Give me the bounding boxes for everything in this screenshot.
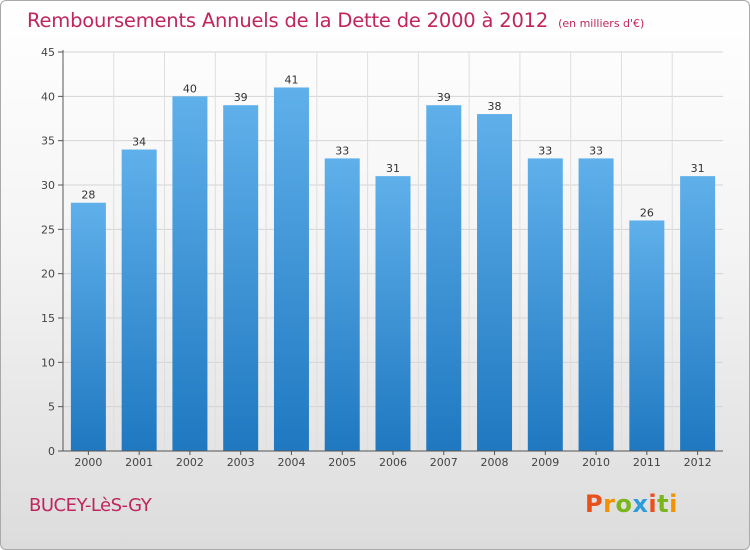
x-tick-label: 2011 — [633, 456, 661, 469]
data-label: 39 — [234, 91, 248, 104]
data-label: 40 — [183, 82, 197, 95]
logo-letter: P — [585, 490, 604, 518]
bar — [273, 87, 309, 451]
chart-title: Remboursements Annuels de la Dette de 20… — [27, 9, 549, 32]
x-tick-label: 2004 — [277, 456, 305, 469]
data-label: 31 — [386, 162, 400, 175]
x-tick-label: 2006 — [379, 456, 407, 469]
data-label: 28 — [81, 189, 95, 202]
data-label: 38 — [488, 100, 502, 113]
bar — [426, 105, 462, 451]
bar — [223, 105, 259, 451]
labels: 0 5 10 15 20 25 30 35 40 45 28 2000 34 2001 40 2002 39 20… — [41, 46, 712, 469]
bar — [578, 158, 614, 451]
y-tick-label: 10 — [41, 356, 55, 369]
unit-note: (en milliers d'€) — [558, 17, 645, 30]
x-tick-label: 2009 — [531, 456, 559, 469]
y-tick-label: 20 — [41, 268, 55, 281]
x-tick-label: 2003 — [227, 456, 255, 469]
commune-name: BUCEY-LèS-GY — [29, 495, 152, 516]
y-tick-label: 0 — [48, 445, 55, 458]
logo-letter: o — [615, 490, 633, 518]
y-tick-label: 40 — [41, 90, 55, 103]
data-label: 39 — [437, 91, 451, 104]
proxiti-logo: Proxiti — [585, 490, 678, 518]
logo-letter: t — [657, 490, 670, 518]
y-tick-label: 35 — [41, 135, 55, 148]
y-tick-label: 5 — [48, 401, 55, 414]
logo-letter: i — [669, 490, 678, 518]
x-tick-label: 2000 — [74, 456, 102, 469]
data-label: 26 — [640, 206, 654, 219]
x-tick-label: 2005 — [328, 456, 356, 469]
logo-letter: i — [648, 490, 658, 518]
data-label: 33 — [589, 144, 603, 157]
data-label: 33 — [538, 144, 552, 157]
bar — [121, 149, 157, 452]
x-tick-label: 2001 — [125, 456, 153, 469]
x-tick-label: 2012 — [684, 456, 712, 469]
x-tick-label: 2002 — [176, 456, 204, 469]
x-tick-label: 2007 — [430, 456, 458, 469]
logo-letter: x — [632, 490, 649, 518]
chart-title-block: Remboursements Annuels de la Dette de 20… — [27, 9, 644, 32]
data-label: 31 — [691, 162, 705, 175]
bar — [477, 114, 513, 452]
y-tick-label: 25 — [41, 223, 55, 236]
bar — [375, 176, 411, 451]
bar — [680, 176, 716, 451]
bar — [70, 202, 106, 451]
x-tick-label: 2008 — [481, 456, 509, 469]
bar — [172, 96, 208, 451]
data-label: 33 — [335, 144, 349, 157]
data-label: 41 — [284, 73, 298, 86]
data-label: 34 — [132, 136, 146, 149]
y-tick-label: 45 — [41, 46, 55, 59]
bar — [527, 158, 563, 451]
bars — [70, 87, 716, 452]
y-tick-label: 30 — [41, 179, 55, 192]
bar — [629, 220, 665, 451]
axes — [58, 50, 723, 455]
x-tick-label: 2010 — [582, 456, 610, 469]
bar — [324, 158, 360, 451]
logo-letter: r — [603, 490, 616, 518]
y-tick-label: 15 — [41, 312, 55, 325]
